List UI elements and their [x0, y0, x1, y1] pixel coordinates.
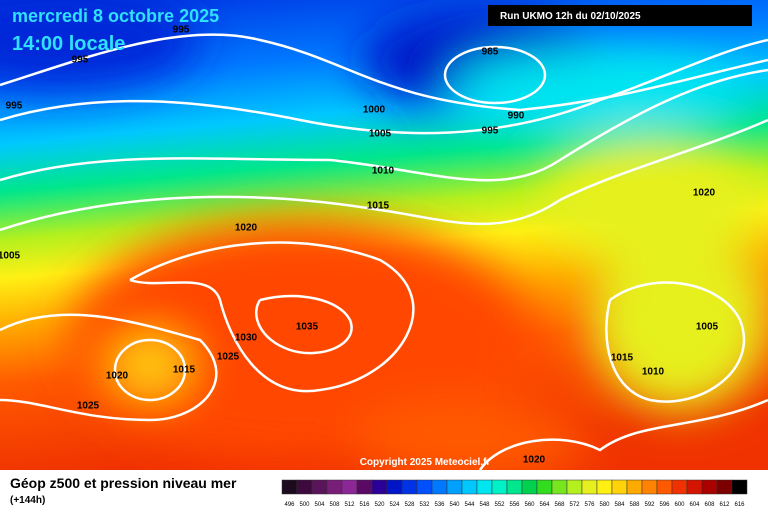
field-blobs	[0, 0, 768, 480]
isobar-label: 1015	[367, 201, 390, 212]
scale-swatch	[296, 479, 313, 495]
scale-swatch	[416, 479, 433, 495]
isobar-label: 1005	[696, 322, 719, 333]
scale-swatch	[386, 479, 403, 495]
scale-label: 516	[359, 502, 370, 508]
date-title: mercredi 8 octobre 2025	[12, 6, 219, 26]
isobar-label: 995	[72, 55, 89, 66]
scale-label: 580	[599, 502, 610, 508]
run-label: Run UKMO 12h du 02/10/2025	[500, 11, 641, 22]
isobar-label: 1030	[235, 333, 258, 344]
scale-swatch	[446, 479, 463, 495]
scale-swatch	[716, 479, 733, 495]
local-time: 14:00 locale	[12, 33, 125, 55]
scale-swatch	[596, 479, 613, 495]
isobar-label: 1020	[106, 371, 129, 382]
scale-swatch	[311, 479, 328, 495]
color-scale: 496 500 504 508 512 516 520 524 528 532 536 540 544 5…	[281, 479, 748, 508]
scale-label: 612	[719, 502, 730, 508]
scale-swatch	[341, 479, 358, 495]
scale-swatch	[581, 479, 598, 495]
isobar-label: 1015	[611, 353, 634, 364]
scale-label: 536	[434, 502, 445, 508]
run-box	[488, 5, 752, 26]
isobar-label: 990	[508, 111, 525, 122]
isobar-label: 1020	[235, 223, 258, 234]
isobar-label: 1020	[523, 455, 546, 466]
scale-label: 528	[404, 502, 415, 508]
isobar-label: 1010	[372, 166, 395, 177]
scale-label: 520	[374, 502, 385, 508]
isobars	[0, 33, 768, 471]
scale-label: 596	[659, 502, 670, 508]
scale-swatch	[281, 479, 298, 495]
scale-swatch	[521, 479, 538, 495]
scale-label: 556	[509, 502, 520, 508]
isobar-label: 1035	[296, 322, 319, 333]
scale-swatch	[566, 479, 583, 495]
scale-label: 544	[464, 502, 475, 508]
scale-swatch	[536, 479, 553, 495]
isobar-label: 1000	[363, 105, 386, 116]
scale-swatch	[401, 479, 418, 495]
scale-swatch	[671, 479, 688, 495]
scale-swatch	[611, 479, 628, 495]
scale-swatch	[656, 479, 673, 495]
scale-label: 560	[524, 502, 535, 508]
scale-label: 592	[644, 502, 655, 508]
scale-label: 608	[704, 502, 715, 508]
scale-swatch	[461, 479, 478, 495]
scale-swatch	[356, 479, 373, 495]
scale-label: 576	[584, 502, 595, 508]
isobar-label: 985	[482, 47, 499, 58]
isobar-labels: 995 995 995 985 1000 990 1005 995 1010 1015 1020 10…	[0, 25, 719, 466]
copyright: Copyright 2025 Meteociel.fr	[360, 457, 491, 468]
scale-label: 616	[734, 502, 745, 508]
scale-label: 568	[554, 502, 565, 508]
isobar-label: 1005	[369, 129, 392, 140]
scale-swatch	[551, 479, 568, 495]
scale-label: 604	[689, 502, 700, 508]
isobar-label: 1005	[0, 251, 21, 262]
isobar-label: 995	[173, 25, 190, 36]
scale-swatch	[431, 479, 448, 495]
scale-swatch	[686, 479, 703, 495]
scale-swatch	[731, 479, 748, 495]
scale-label: 600	[674, 502, 685, 508]
scale-label: 552	[494, 502, 505, 508]
scale-swatch	[626, 479, 643, 495]
scale-swatch	[506, 479, 523, 495]
scale-swatch	[701, 479, 718, 495]
scale-swatch	[641, 479, 658, 495]
scale-label: 508	[329, 502, 340, 508]
scale-swatch	[491, 479, 508, 495]
isobar-label: 1025	[77, 401, 100, 412]
scale-label: 496	[284, 502, 295, 508]
scale-label: 512	[344, 502, 355, 508]
footer-title: Géop z500 et pression niveau mer	[10, 475, 237, 491]
scale-swatch	[326, 479, 343, 495]
scale-label: 548	[479, 502, 490, 508]
scale-swatch	[371, 479, 388, 495]
scale-label: 504	[314, 502, 325, 508]
scale-label: 500	[299, 502, 310, 508]
scale-label: 540	[449, 502, 460, 508]
scale-label: 564	[539, 502, 550, 508]
isobar-label: 1010	[642, 367, 665, 378]
isobar-label: 995	[482, 126, 499, 137]
scale-swatch	[476, 479, 493, 495]
lead-time: (+144h)	[10, 495, 45, 506]
isobar-label: 995	[6, 101, 23, 112]
scale-label: 588	[629, 502, 640, 508]
scale-label: 572	[569, 502, 580, 508]
scale-label: 584	[614, 502, 625, 508]
isobar-label: 1025	[217, 352, 240, 363]
isobar-label: 1020	[693, 188, 716, 199]
isobar-label: 1015	[173, 365, 196, 376]
scale-label: 524	[389, 502, 400, 508]
scale-label: 532	[419, 502, 430, 508]
